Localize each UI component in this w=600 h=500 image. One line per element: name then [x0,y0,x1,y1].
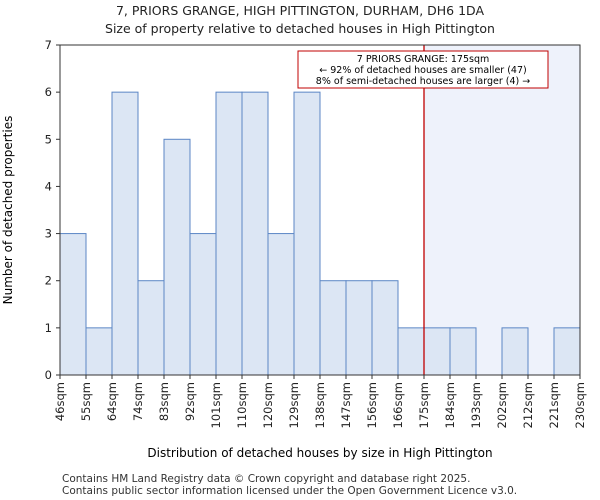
x-tick-label: 156sqm [365,382,379,428]
bar-156sqm [371,280,399,376]
bar-175sqm [423,327,451,376]
x-tick-label: 83sqm [157,382,171,421]
annotation-box-frame [297,50,549,89]
footer-line-2: Contains public sector information licen… [62,485,518,497]
bar-221sqm [553,327,581,376]
histogram-chart: 7 PRIORS GRANGE: 175sqm ← 92% of detache… [1,38,587,460]
bar-184sqm [449,327,477,376]
y-tick-label: 2 [45,274,52,288]
x-tick-label: 92sqm [183,382,197,421]
x-tick-label: 129sqm [287,382,301,428]
x-tick-label: 166sqm [391,382,405,428]
x-axis-label: Distribution of detached houses by size … [147,446,492,460]
x-tick-label: 175sqm [417,382,431,428]
annotation-line-2: ← 92% of detached houses are smaller (47… [319,65,526,76]
y-tick-label: 5 [45,132,52,146]
y-axis-label: Number of detached properties [1,116,15,305]
footer-line-1: Contains HM Land Registry data © Crown c… [62,473,471,485]
chart-subtitle: Size of property relative to detached ho… [105,21,495,36]
highlight-region [424,45,580,375]
x-tick-label: 101sqm [209,382,223,428]
bar-92sqm [189,233,217,376]
annotation-box: 7 PRIORS GRANGE: 175sqm ← 92% of detache… [297,50,549,89]
x-tick-label: 147sqm [339,382,353,428]
x-tick-label: 193sqm [469,382,483,428]
bar-202sqm [501,327,529,376]
y-tick-label: 0 [45,368,52,382]
bar-166sqm [397,327,425,376]
x-tick-label: 46sqm [53,382,67,421]
y-tick-label: 4 [45,179,52,193]
chart-title: 7, PRIORS GRANGE, HIGH PITTINGTON, DURHA… [115,3,484,18]
x-tick-label: 230sqm [573,382,587,428]
bar-83sqm [163,138,191,376]
x-tick-label: 184sqm [443,382,457,428]
bar-147sqm [345,280,373,376]
y-tick-label: 7 [45,38,52,52]
bar-46sqm [59,233,87,376]
annotation-line-1: 7 PRIORS GRANGE: 175sqm [357,54,489,65]
x-tick-label: 74sqm [131,382,145,421]
bar-138sqm [319,280,347,376]
x-tick-label: 138sqm [313,382,327,428]
x-tick-label: 212sqm [521,382,535,428]
x-tick-label: 55sqm [79,382,93,421]
bar-64sqm [111,91,139,376]
x-tick-label: 202sqm [495,382,509,428]
x-tick-label: 64sqm [105,382,119,421]
x-tick-label: 221sqm [547,382,561,428]
y-tick-label: 6 [45,85,52,99]
annotation-line-3: 8% of semi-detached houses are larger (4… [316,76,530,87]
bar-101sqm [215,91,243,376]
x-tick-label: 110sqm [235,382,249,428]
y-tick-label: 3 [45,227,52,241]
bar-120sqm [267,233,295,376]
y-tick-label: 1 [45,321,52,335]
x-tick-label: 120sqm [261,382,275,428]
bar-74sqm [137,280,165,376]
bar-55sqm [85,327,113,376]
bar-110sqm [241,91,269,376]
bar-129sqm [293,91,321,376]
